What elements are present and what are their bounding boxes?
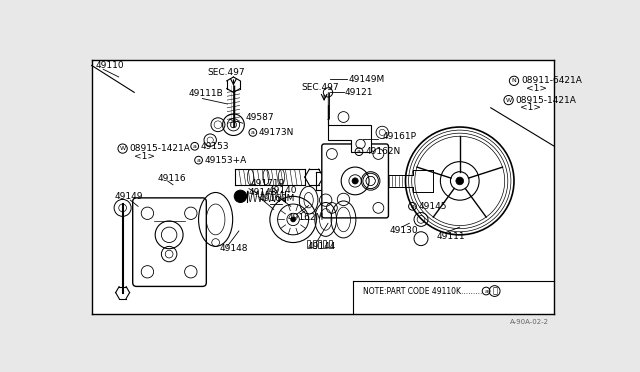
Text: 49587: 49587	[245, 112, 274, 122]
Text: NOTE:PART CODE 49110K.........: NOTE:PART CODE 49110K.........	[363, 286, 483, 295]
Bar	[329, 240, 332, 248]
Bar	[323, 240, 326, 248]
Text: <1>: <1>	[134, 152, 156, 161]
Bar	[318, 240, 321, 248]
Text: a: a	[357, 149, 361, 154]
Text: 49161P: 49161P	[382, 132, 416, 141]
Circle shape	[291, 217, 296, 222]
Text: 49116: 49116	[157, 174, 186, 183]
Text: 49111: 49111	[436, 232, 465, 241]
Text: a: a	[410, 204, 415, 209]
Text: 49148: 49148	[249, 188, 278, 197]
Text: 49162N: 49162N	[365, 147, 401, 156]
Text: a: a	[196, 158, 200, 163]
Text: 08915-1421A: 08915-1421A	[516, 96, 577, 105]
Circle shape	[234, 190, 246, 202]
Circle shape	[456, 177, 463, 185]
Text: 08915-1421A: 08915-1421A	[129, 144, 191, 153]
Text: A-90A-02-2: A-90A-02-2	[510, 319, 549, 325]
Text: 49171P: 49171P	[250, 179, 285, 188]
FancyBboxPatch shape	[322, 144, 388, 218]
Text: 49149M: 49149M	[349, 75, 385, 84]
Text: 49110: 49110	[95, 61, 124, 70]
Text: 49130: 49130	[390, 227, 419, 235]
Text: <1>: <1>	[525, 84, 547, 93]
Circle shape	[352, 178, 358, 184]
Text: <1>: <1>	[520, 103, 541, 112]
Text: 49145: 49145	[419, 202, 447, 211]
Text: 49111B: 49111B	[189, 89, 223, 99]
Text: 49148: 49148	[220, 244, 248, 253]
Bar	[312, 240, 316, 248]
FancyBboxPatch shape	[132, 198, 206, 286]
Text: 49173N: 49173N	[259, 128, 294, 137]
Text: W: W	[506, 97, 511, 103]
Text: 49160M: 49160M	[259, 194, 294, 203]
Text: W: W	[120, 146, 125, 151]
Bar	[307, 240, 310, 248]
Text: SEC.497: SEC.497	[208, 68, 246, 77]
Text: 49149: 49149	[114, 192, 143, 201]
Text: 49162M: 49162M	[288, 213, 324, 222]
Text: a: a	[251, 130, 255, 135]
Text: Ⓐ: Ⓐ	[492, 286, 497, 295]
Text: 49153+A: 49153+A	[205, 155, 247, 165]
Text: 49153: 49153	[201, 142, 230, 151]
Text: N: N	[511, 78, 516, 83]
Text: 49121: 49121	[345, 88, 374, 97]
Text: 49140: 49140	[268, 186, 297, 195]
Text: 49144: 49144	[307, 242, 335, 251]
Text: SEC.497: SEC.497	[301, 83, 339, 92]
Text: a: a	[193, 144, 196, 149]
FancyBboxPatch shape	[92, 60, 554, 314]
Text: a: a	[484, 289, 488, 294]
Text: 08911-6421A: 08911-6421A	[522, 76, 582, 85]
Polygon shape	[328, 106, 371, 152]
